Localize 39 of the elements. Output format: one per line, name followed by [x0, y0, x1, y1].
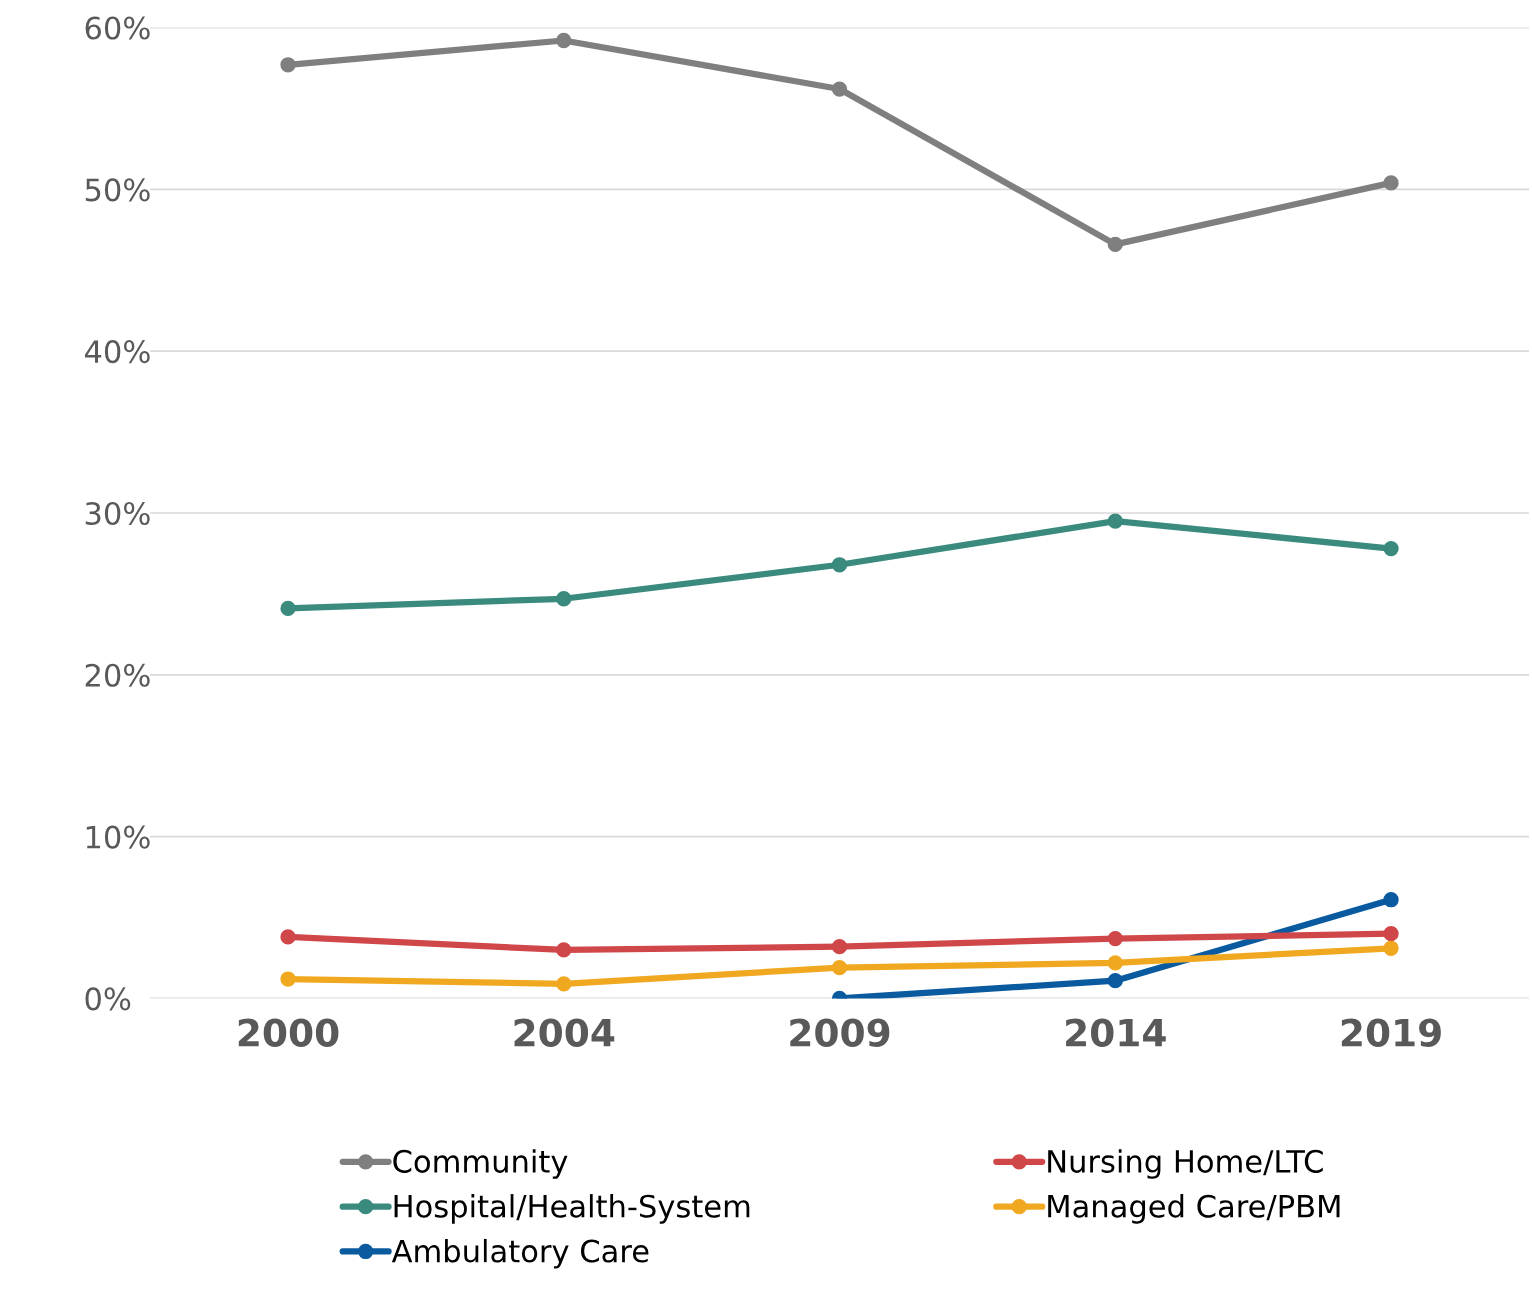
- x-tick-label: 2004: [514, 1018, 615, 1047]
- point: [1383, 540, 1399, 557]
- point: [556, 32, 572, 49]
- point: [280, 57, 296, 73]
- point: [831, 960, 848, 976]
- x-tick-label: 2009: [790, 1018, 890, 1047]
- point: [556, 942, 572, 958]
- point: [1107, 236, 1123, 253]
- y-tick-label: 0%: [85, 987, 131, 1011]
- point: [831, 557, 848, 573]
- point: [1383, 940, 1399, 956]
- y-tick-label: 60%: [85, 16, 150, 40]
- point: [1383, 892, 1399, 908]
- y-tick-label: 20%: [85, 663, 150, 687]
- point: [831, 81, 848, 97]
- legend-label: Community: [393, 1149, 568, 1179]
- y-tick-label: 30%: [85, 501, 150, 526]
- legend-label: Managed Care/PBM: [1048, 1194, 1340, 1224]
- point: [556, 976, 572, 992]
- point: [1383, 175, 1399, 191]
- point: [556, 591, 572, 607]
- legend-label: Hospital/Health-System: [394, 1194, 750, 1224]
- x-tick-label: 2019: [1341, 1018, 1441, 1047]
- point: [1107, 972, 1123, 989]
- legend-label: Ambulatory Care: [391, 1238, 649, 1269]
- point: [280, 600, 296, 617]
- point: [1383, 926, 1399, 942]
- y-tick-label: 10%: [86, 825, 150, 849]
- point: [1107, 955, 1123, 971]
- y-tick-label: 50%: [85, 178, 150, 202]
- point: [280, 971, 296, 987]
- legend-label: Nursing Home/LTC: [1048, 1149, 1323, 1179]
- y-tick-label: 40%: [84, 340, 150, 364]
- point: [1107, 930, 1123, 947]
- x-tick-label: 2014: [1066, 1018, 1166, 1047]
- point: [1107, 513, 1123, 529]
- point: [280, 929, 296, 945]
- x-tick-label: 2000: [238, 1018, 339, 1047]
- point: [831, 939, 848, 955]
